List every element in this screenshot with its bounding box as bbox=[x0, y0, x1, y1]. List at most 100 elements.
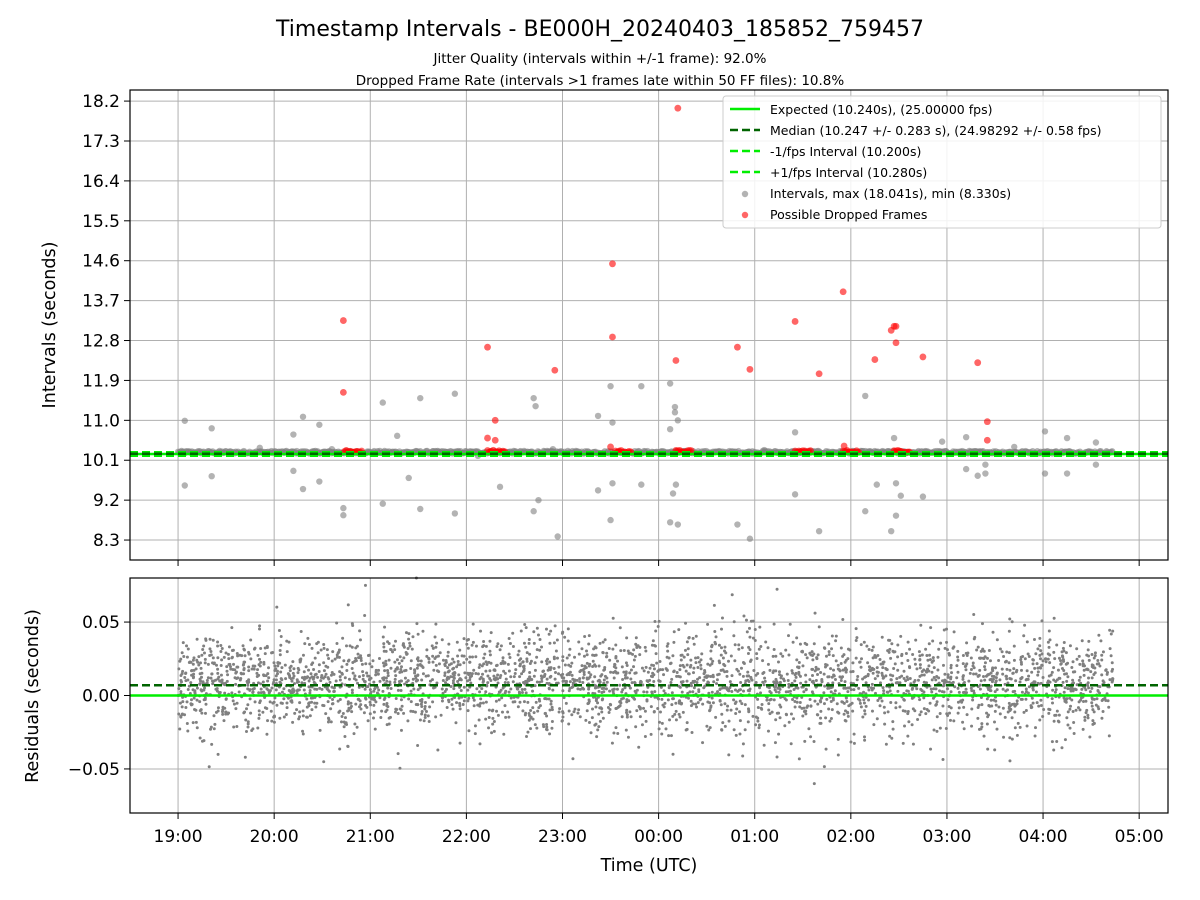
residual-point bbox=[678, 675, 682, 679]
residual-point bbox=[1056, 719, 1060, 723]
residual-point bbox=[1056, 668, 1060, 672]
residual-point bbox=[593, 686, 597, 690]
residual-point bbox=[403, 682, 407, 686]
interval-point bbox=[405, 474, 412, 482]
interval-point bbox=[208, 472, 215, 480]
y-tick-label: 18.2 bbox=[82, 92, 120, 112]
residual-point bbox=[681, 710, 685, 714]
residual-point bbox=[226, 673, 230, 677]
interval-point bbox=[609, 480, 616, 487]
residual-point bbox=[265, 644, 269, 648]
residual-point bbox=[1064, 662, 1068, 666]
residual-point bbox=[830, 634, 834, 638]
residual-point bbox=[955, 664, 959, 668]
residual-point bbox=[1023, 657, 1027, 661]
residual-point bbox=[502, 669, 506, 673]
residual-point bbox=[320, 687, 324, 691]
residual-point bbox=[287, 689, 291, 693]
residual-point bbox=[326, 676, 330, 680]
residual-point bbox=[896, 681, 900, 685]
residual-point bbox=[1052, 616, 1056, 620]
residual-point bbox=[501, 656, 505, 660]
residual-point bbox=[481, 680, 485, 684]
residual-point bbox=[608, 708, 612, 712]
residual-point bbox=[654, 652, 658, 656]
residual-point bbox=[363, 613, 367, 617]
residual-point bbox=[189, 703, 193, 707]
residual-point bbox=[1003, 715, 1007, 719]
residual-point bbox=[434, 715, 438, 719]
residual-point bbox=[1108, 678, 1112, 682]
residual-point bbox=[182, 655, 186, 659]
residual-point bbox=[383, 669, 387, 673]
residual-point bbox=[573, 707, 577, 711]
residual-point bbox=[364, 662, 368, 666]
residual-point bbox=[685, 727, 689, 731]
residual-point bbox=[733, 659, 737, 663]
residual-point bbox=[466, 646, 470, 650]
residual-point bbox=[730, 593, 734, 597]
residual-point bbox=[524, 626, 528, 630]
residual-point bbox=[1037, 704, 1041, 708]
residual-point bbox=[751, 714, 755, 718]
residual-point bbox=[578, 715, 582, 719]
residual-point bbox=[872, 723, 876, 727]
residual-point bbox=[532, 630, 536, 634]
dropped-frame-point bbox=[839, 288, 847, 296]
residual-point bbox=[216, 640, 220, 644]
residual-point bbox=[793, 700, 797, 704]
residual-point bbox=[1047, 674, 1051, 678]
residual-point bbox=[975, 648, 979, 652]
residual-point bbox=[392, 644, 396, 648]
residual-point bbox=[384, 676, 388, 680]
residual-point bbox=[411, 635, 415, 639]
residual-point bbox=[1012, 658, 1016, 662]
residual-point bbox=[224, 697, 228, 701]
residual-point bbox=[601, 640, 605, 644]
residual-point bbox=[689, 658, 693, 662]
residual-point bbox=[834, 659, 838, 663]
residual-point bbox=[661, 668, 665, 672]
interval-point bbox=[791, 491, 799, 498]
residual-point bbox=[385, 704, 389, 708]
residual-point bbox=[425, 654, 429, 658]
residual-point bbox=[587, 642, 591, 646]
residual-point bbox=[539, 674, 543, 678]
residual-point bbox=[919, 623, 923, 627]
residual-point bbox=[778, 703, 782, 707]
residual-point bbox=[1081, 659, 1085, 663]
residual-point bbox=[824, 654, 828, 658]
residual-point bbox=[207, 765, 211, 769]
residual-point bbox=[398, 655, 402, 659]
residual-point bbox=[524, 711, 528, 715]
interval-point bbox=[669, 490, 677, 497]
residual-point bbox=[713, 640, 717, 644]
residual-point bbox=[466, 699, 470, 703]
residual-point bbox=[709, 704, 713, 708]
residual-point bbox=[533, 684, 537, 688]
residual-point bbox=[839, 646, 843, 650]
residual-point bbox=[291, 660, 295, 664]
residual-point bbox=[620, 665, 624, 669]
residual-point bbox=[350, 688, 354, 692]
interval-point bbox=[340, 504, 347, 512]
residual-point bbox=[386, 640, 390, 644]
residual-point bbox=[1031, 658, 1035, 662]
residual-point bbox=[369, 703, 373, 707]
residual-point bbox=[732, 634, 736, 638]
residual-point bbox=[252, 647, 256, 651]
residual-point bbox=[679, 653, 683, 657]
residual-point bbox=[979, 649, 983, 653]
dropped-frame-point bbox=[491, 436, 499, 444]
residual-point bbox=[840, 700, 844, 704]
residual-point bbox=[1010, 737, 1014, 741]
residual-point bbox=[272, 720, 276, 724]
residual-point bbox=[1091, 719, 1095, 723]
residual-point bbox=[611, 671, 615, 675]
residual-point bbox=[492, 674, 496, 678]
residual-point bbox=[199, 666, 203, 670]
residual-point bbox=[192, 656, 196, 660]
residual-point bbox=[436, 748, 440, 752]
residual-point bbox=[634, 636, 638, 640]
residual-point bbox=[962, 727, 966, 731]
